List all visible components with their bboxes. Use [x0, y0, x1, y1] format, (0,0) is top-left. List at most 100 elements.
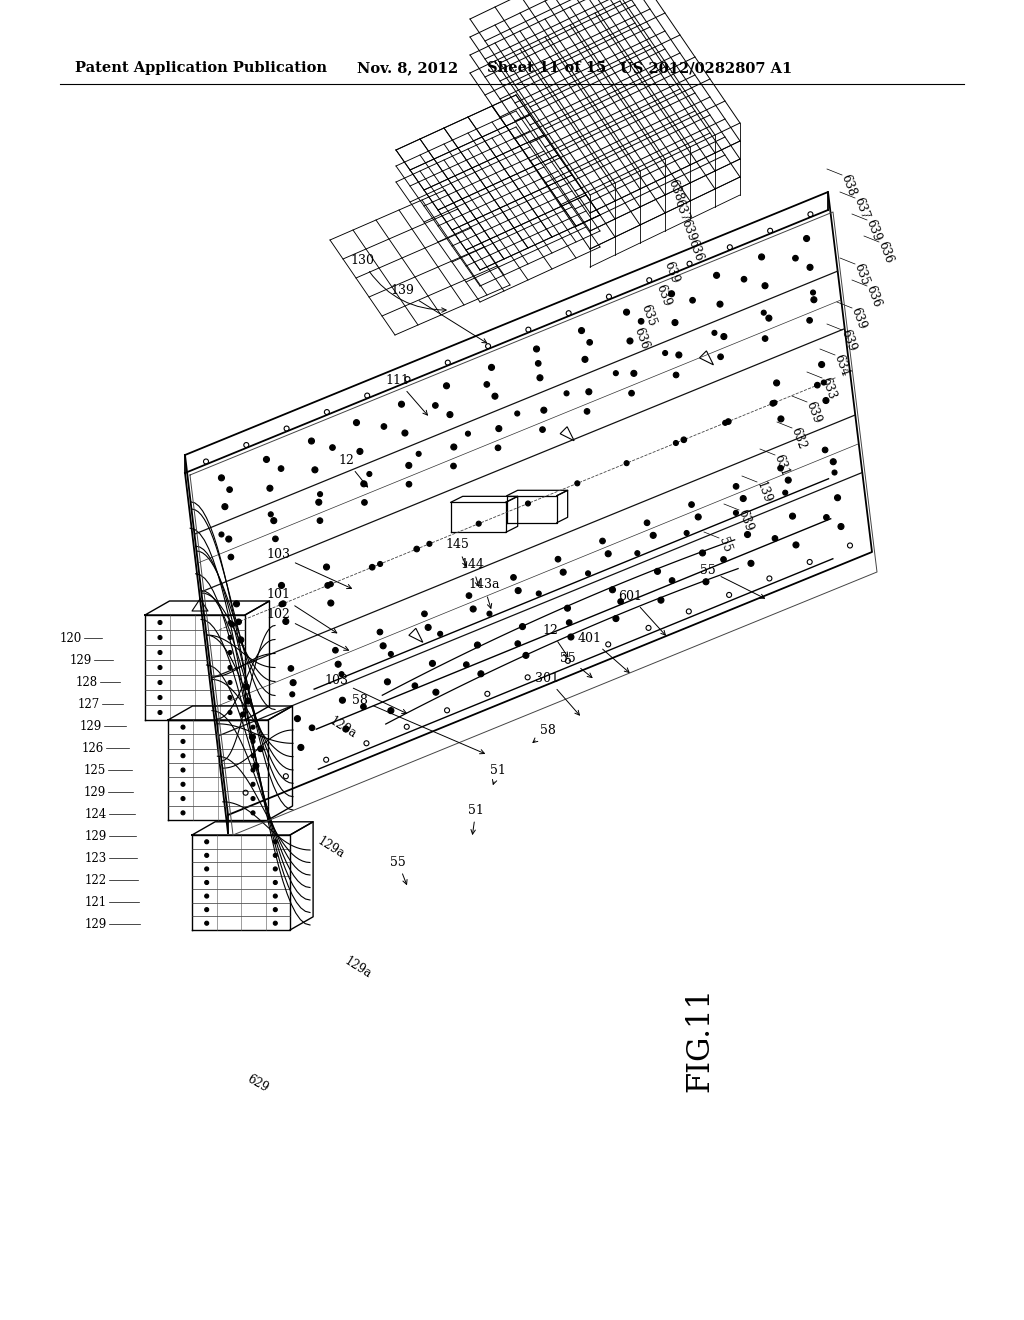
Circle shape [564, 391, 569, 396]
Circle shape [674, 441, 678, 446]
Circle shape [317, 517, 323, 524]
Text: 139: 139 [754, 479, 774, 506]
Circle shape [476, 521, 481, 527]
Circle shape [422, 611, 427, 616]
Circle shape [478, 671, 484, 677]
Circle shape [560, 569, 566, 576]
Circle shape [525, 502, 530, 506]
Circle shape [258, 746, 263, 751]
Circle shape [721, 557, 726, 562]
Circle shape [158, 665, 162, 669]
Circle shape [263, 457, 269, 462]
Text: 120: 120 [59, 631, 82, 644]
Circle shape [613, 615, 618, 622]
Circle shape [407, 482, 412, 487]
Circle shape [339, 697, 345, 704]
Circle shape [402, 430, 408, 436]
Circle shape [627, 338, 633, 345]
Text: 130: 130 [350, 253, 446, 313]
Circle shape [534, 346, 540, 352]
Circle shape [833, 470, 837, 475]
Circle shape [378, 561, 383, 566]
Circle shape [360, 480, 367, 487]
Circle shape [681, 437, 687, 442]
Circle shape [721, 334, 727, 339]
Circle shape [579, 327, 585, 334]
Circle shape [766, 315, 772, 321]
Circle shape [488, 364, 495, 371]
Circle shape [823, 515, 829, 520]
Circle shape [492, 393, 498, 399]
Circle shape [205, 880, 209, 884]
Circle shape [381, 424, 387, 429]
Circle shape [773, 380, 779, 385]
Circle shape [273, 880, 278, 884]
Circle shape [335, 661, 341, 667]
Circle shape [818, 362, 824, 367]
Text: 129: 129 [85, 829, 106, 842]
Circle shape [672, 319, 678, 326]
Circle shape [290, 680, 296, 685]
Circle shape [380, 643, 386, 649]
Circle shape [228, 665, 232, 669]
Text: 301: 301 [535, 672, 580, 715]
Circle shape [515, 411, 520, 416]
Circle shape [638, 318, 644, 325]
Circle shape [251, 796, 255, 800]
Circle shape [785, 477, 792, 483]
Circle shape [811, 290, 815, 296]
Circle shape [741, 276, 746, 282]
Circle shape [315, 499, 322, 506]
Circle shape [273, 921, 278, 925]
Circle shape [635, 550, 640, 556]
Circle shape [273, 840, 278, 843]
Text: 639: 639 [864, 218, 884, 243]
Circle shape [684, 531, 689, 536]
Circle shape [377, 630, 383, 635]
Circle shape [624, 309, 630, 315]
Circle shape [317, 491, 323, 496]
Text: 636: 636 [864, 284, 884, 309]
Circle shape [429, 660, 435, 667]
Circle shape [251, 783, 255, 787]
Circle shape [762, 282, 768, 289]
Circle shape [225, 536, 231, 543]
Circle shape [464, 661, 469, 668]
Circle shape [228, 651, 232, 655]
Text: 127: 127 [78, 697, 100, 710]
Text: 129: 129 [80, 719, 102, 733]
Circle shape [245, 698, 251, 704]
Circle shape [474, 642, 480, 648]
Circle shape [782, 490, 787, 495]
Circle shape [790, 513, 796, 519]
Circle shape [609, 587, 615, 593]
Circle shape [778, 416, 784, 422]
Text: 639: 639 [662, 260, 682, 285]
Text: 401: 401 [578, 631, 629, 672]
Circle shape [388, 708, 394, 714]
Text: 103: 103 [324, 673, 407, 713]
Circle shape [228, 635, 232, 639]
Text: 101: 101 [266, 589, 337, 632]
Text: 123: 123 [85, 851, 106, 865]
Circle shape [702, 578, 709, 585]
Circle shape [330, 445, 335, 450]
Circle shape [762, 335, 768, 342]
Circle shape [470, 606, 476, 612]
Text: 129a: 129a [314, 834, 346, 861]
Circle shape [726, 418, 731, 424]
Circle shape [669, 290, 675, 297]
Text: 629: 629 [245, 1072, 270, 1094]
Circle shape [617, 599, 624, 605]
Circle shape [298, 744, 304, 751]
Text: 12: 12 [542, 623, 568, 657]
Text: 124: 124 [85, 808, 106, 821]
Circle shape [425, 624, 431, 631]
Circle shape [288, 665, 294, 672]
Text: 631: 631 [772, 453, 792, 478]
Text: Nov. 8, 2012: Nov. 8, 2012 [357, 61, 459, 75]
Circle shape [778, 466, 783, 471]
Circle shape [823, 397, 829, 404]
Circle shape [541, 407, 547, 413]
Text: 639: 639 [679, 218, 698, 243]
